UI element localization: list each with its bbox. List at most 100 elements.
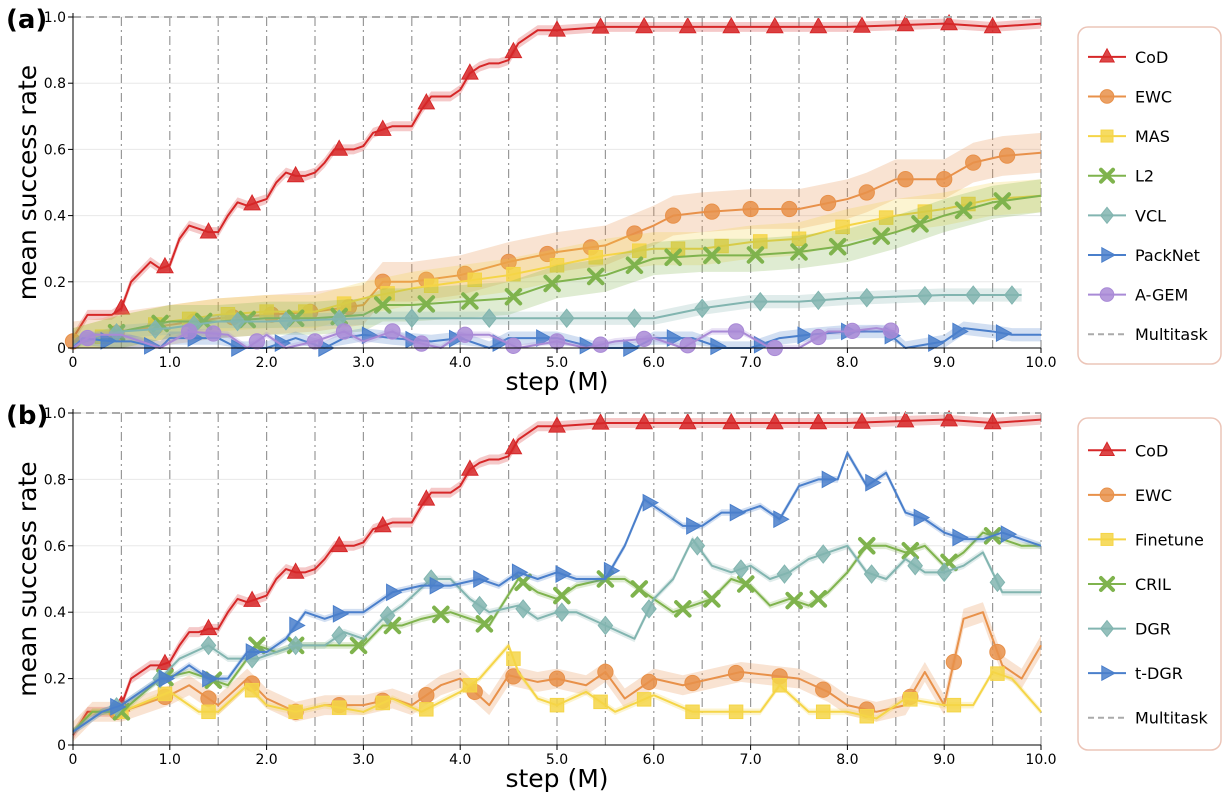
data-point	[737, 575, 755, 593]
x-tick-label: 6.0	[643, 752, 665, 768]
legend-item: VCL	[1088, 206, 1166, 225]
data-point	[865, 473, 882, 492]
series-line	[72, 644, 1042, 733]
data-point	[156, 256, 174, 274]
series-vcl	[72, 285, 1022, 348]
panel-b: 0 1.0 2.0 3.0 4.0 5.0 6.0 7.0 8.0 9.0 10.0 0 0.2 0.4 0…	[6, 401, 1222, 793]
legend-item: t-DGR	[1088, 664, 1183, 683]
legend-label: t-DGR	[1135, 664, 1183, 683]
data-point	[373, 515, 392, 533]
panel-label: (a)	[6, 5, 47, 35]
x-tick-label: 7.0	[739, 355, 761, 371]
data-point	[913, 508, 931, 527]
data-point	[626, 308, 643, 329]
series-line	[72, 451, 1042, 733]
data-point	[821, 470, 839, 489]
data-point	[467, 272, 482, 288]
x-tick-label: 10.0	[1025, 355, 1056, 371]
data-point	[940, 409, 958, 427]
data-point	[678, 16, 697, 34]
x-tick-label: 0	[69, 752, 78, 768]
data-point	[641, 599, 657, 619]
data-point	[460, 63, 479, 80]
legend-marker	[1099, 287, 1115, 302]
data-point	[772, 677, 787, 693]
data-point	[625, 256, 644, 274]
series-band	[73, 179, 1041, 348]
data-point	[549, 258, 565, 273]
data-point	[791, 231, 807, 247]
data-point	[809, 412, 828, 430]
data-point	[579, 336, 597, 355]
x-tick-label: 2.0	[255, 752, 277, 768]
data-point	[418, 687, 435, 704]
data-point	[110, 697, 127, 716]
data-point	[591, 17, 610, 34]
data-point	[626, 225, 643, 242]
data-point	[785, 591, 803, 610]
data-point	[993, 192, 1012, 210]
data-point	[911, 215, 929, 233]
data-point	[872, 227, 891, 245]
legend: CoD EWC MAS L2 VCL PackNet A-GEM Multitask	[1077, 26, 1222, 365]
data-point	[684, 674, 701, 692]
data-point	[330, 139, 349, 156]
y-tick-label: 0	[57, 341, 66, 357]
legend-label: EWC	[1135, 87, 1172, 106]
data-point	[379, 605, 396, 626]
data-point	[765, 16, 784, 34]
data-point	[729, 503, 747, 522]
data-point	[983, 412, 1002, 430]
data-point	[640, 673, 658, 691]
data-point	[665, 207, 682, 224]
legend-marker	[1099, 206, 1115, 225]
data-point	[515, 599, 531, 619]
data-point	[685, 704, 700, 720]
legend-marker	[1098, 441, 1116, 456]
data-point	[916, 285, 933, 306]
data-point	[181, 323, 198, 340]
legend-marker	[1101, 246, 1117, 263]
legend-label: Finetune	[1135, 530, 1204, 549]
data-point	[460, 459, 479, 476]
legend-label: Multitask	[1135, 325, 1209, 344]
data-point	[773, 510, 790, 529]
x-tick-label: 9.0	[933, 752, 955, 768]
data-point	[998, 147, 1016, 164]
data-point	[722, 16, 741, 34]
data-point	[954, 201, 973, 220]
data-point	[694, 298, 711, 319]
legend-item: L2	[1088, 167, 1154, 186]
legend-frame	[1077, 417, 1222, 751]
data-point	[548, 333, 566, 350]
data-point	[539, 245, 556, 263]
x-tick-label: 8.0	[836, 752, 858, 768]
x-tick-label: 9.0	[933, 355, 955, 371]
data-point	[903, 692, 918, 707]
data-point	[946, 697, 962, 713]
legend-marker	[1101, 665, 1117, 682]
data-point	[952, 322, 969, 341]
data-point	[201, 704, 216, 720]
data-point	[603, 561, 621, 580]
legend-item: Multitask	[1088, 325, 1209, 344]
data-point	[710, 337, 727, 356]
data-point	[703, 203, 721, 220]
data-point	[728, 704, 744, 720]
data-point	[815, 704, 831, 720]
data-point	[243, 193, 262, 211]
y-tick-label: 1.0	[44, 406, 66, 422]
x-tick-label: 1.0	[159, 752, 181, 768]
y-tick-label: 0.2	[44, 672, 66, 688]
data-point	[558, 308, 575, 329]
data-point	[882, 322, 900, 339]
data-point	[200, 635, 217, 656]
data-point	[289, 616, 306, 635]
data-point	[331, 625, 348, 646]
x-tick-label: 5.0	[546, 752, 568, 768]
data-point	[936, 562, 953, 583]
data-point	[901, 542, 920, 560]
data-point	[928, 334, 945, 352]
legend-label: DGR	[1135, 620, 1171, 639]
